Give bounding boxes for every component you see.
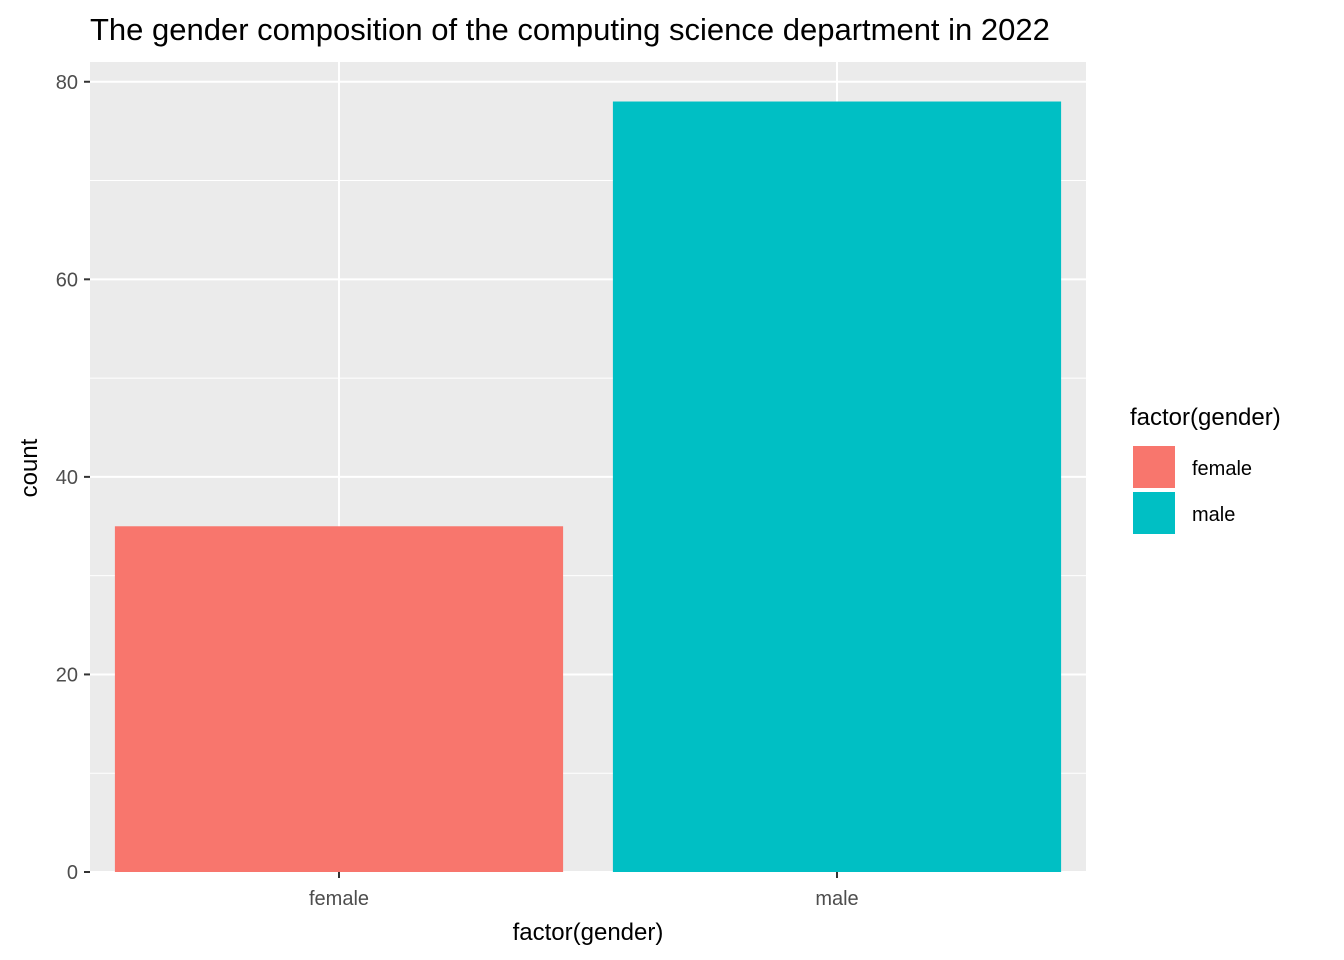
x-tick-label: male [815,888,858,910]
legend-label-male: male [1192,504,1235,526]
legend-title: factor(gender) [1130,404,1281,431]
legend-key-male [1131,490,1177,536]
x-axis-title: factor(gender) [513,919,664,946]
bar-male [612,101,1062,872]
y-tick-label: 60 [56,269,78,291]
chart-title: The gender composition of the computing … [90,12,1050,47]
bars [114,101,1062,872]
legend: factor(gender) female male [1130,404,1281,536]
legend-key-female [1131,444,1177,490]
y-tick-label: 80 [56,72,78,94]
y-tick-label: 0 [67,862,78,884]
x-axis: female male [309,872,859,910]
y-tick-label: 20 [56,664,78,686]
bar-female [114,526,564,872]
legend-label-female: female [1192,458,1252,480]
y-axis: 0 20 40 60 80 [56,72,90,884]
y-tick-label: 40 [56,467,78,489]
y-axis-title: count [16,438,43,497]
x-tick-label: female [309,888,369,910]
